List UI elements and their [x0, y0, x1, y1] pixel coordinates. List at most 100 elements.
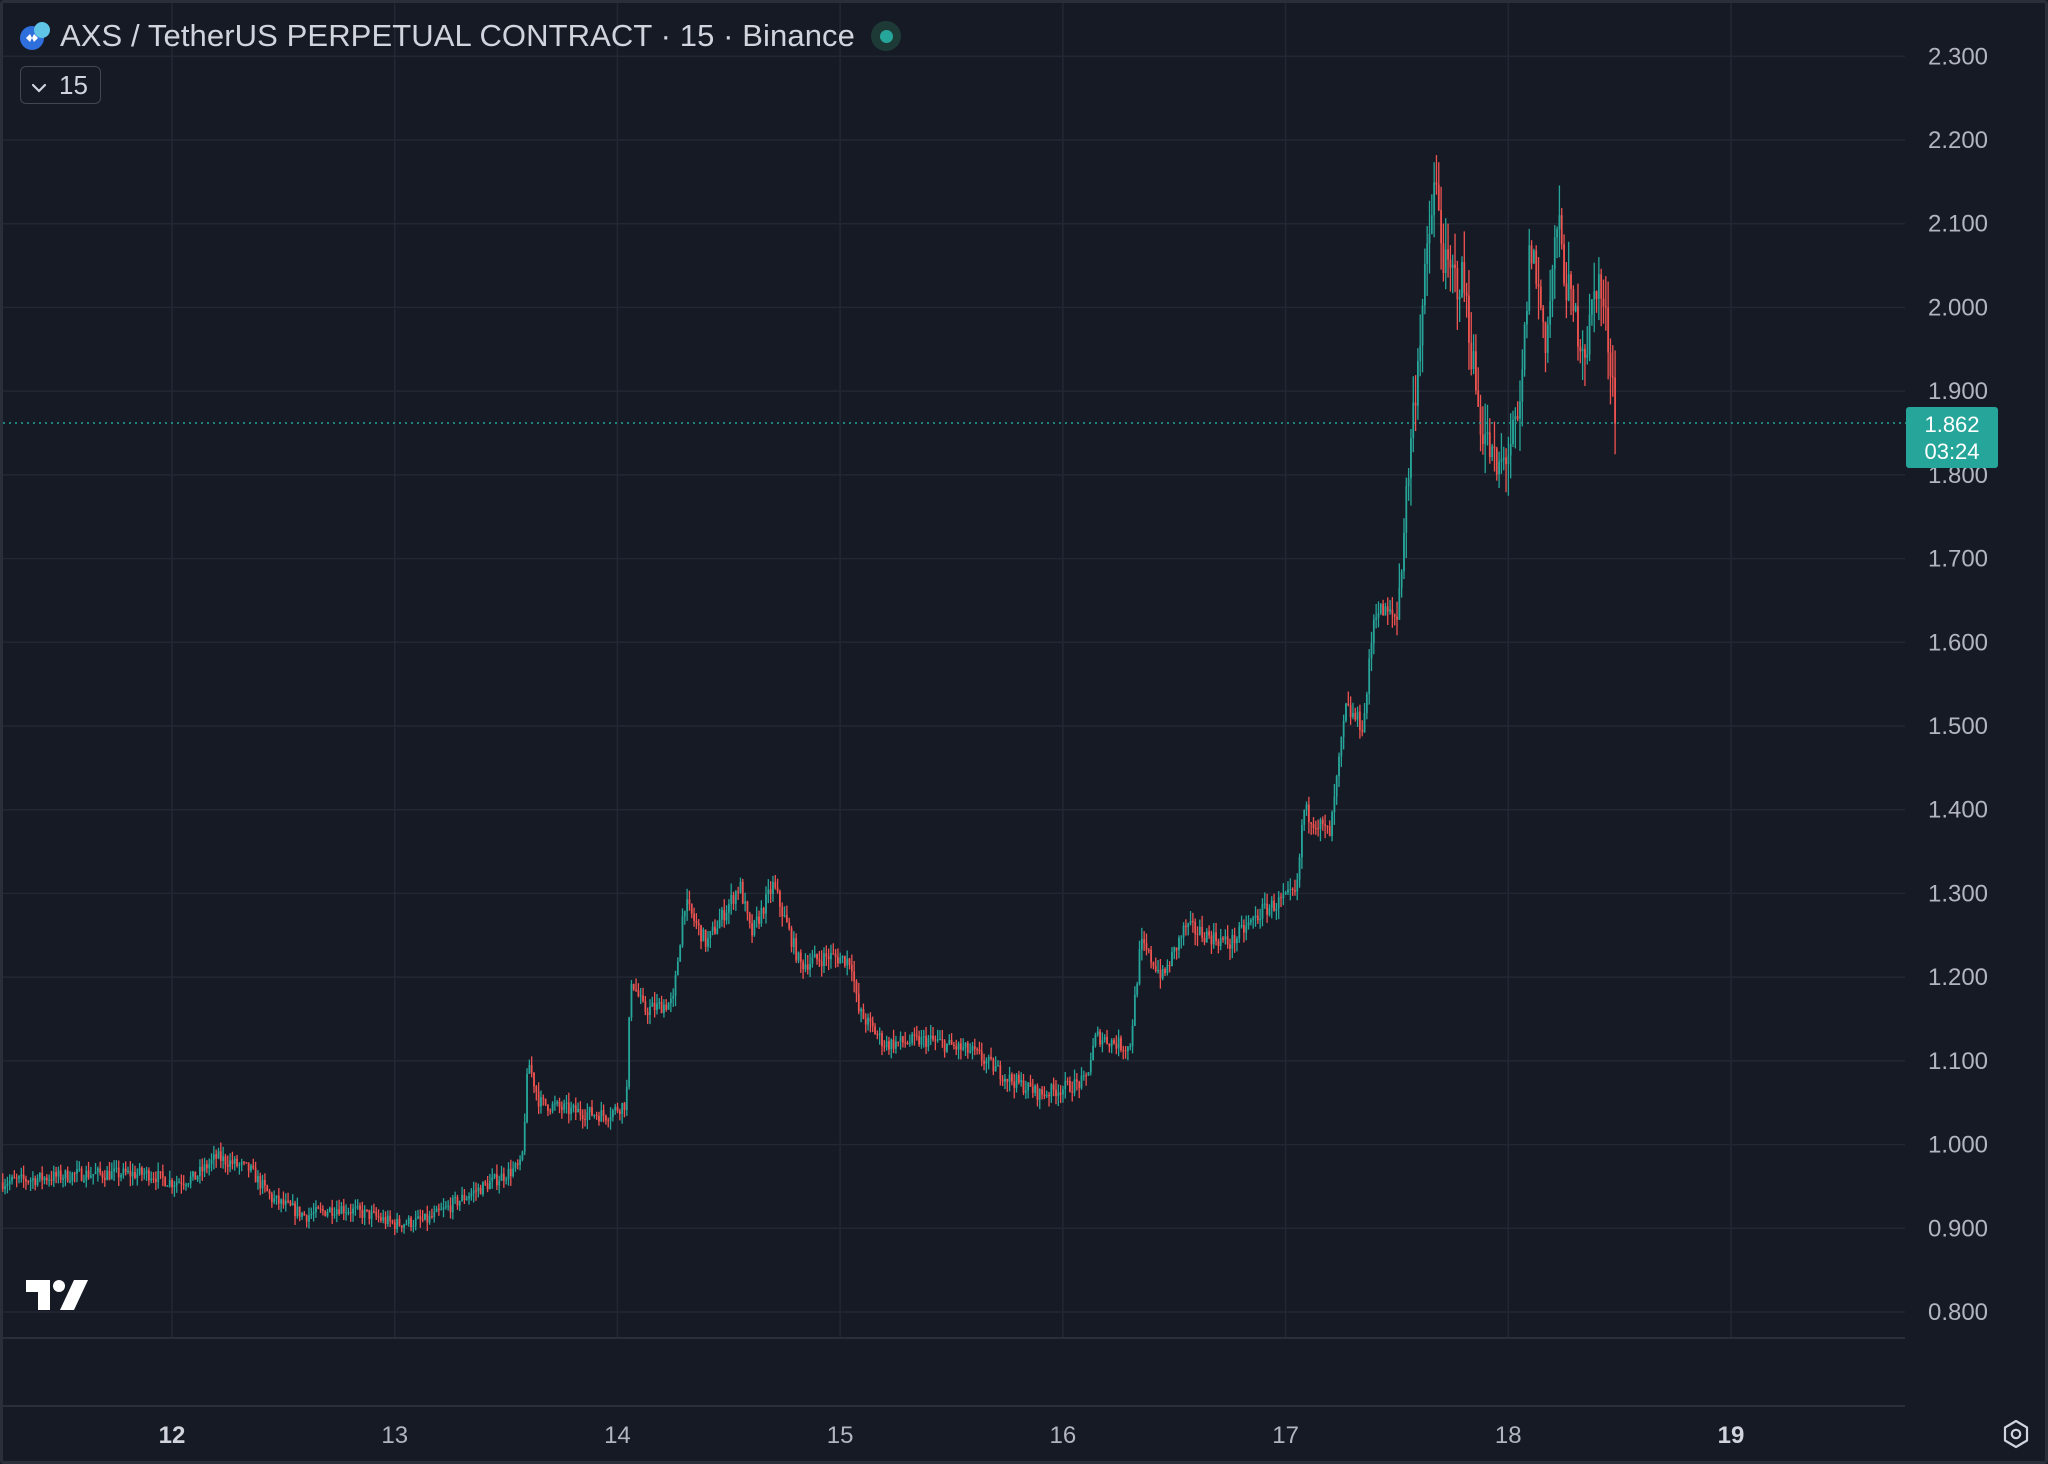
candle-body	[1312, 823, 1315, 829]
candle-body	[1435, 182, 1438, 185]
candle-body	[748, 913, 751, 924]
candle-body	[1307, 804, 1310, 823]
candle-body	[1189, 920, 1192, 924]
candle-body	[1247, 922, 1250, 926]
candle-body	[1287, 889, 1289, 893]
candle-body	[948, 1039, 951, 1044]
candle-body	[1298, 857, 1301, 880]
candle-body	[1069, 1080, 1071, 1092]
candle-body	[407, 1217, 410, 1224]
candle-body	[1031, 1086, 1034, 1093]
candle-body	[215, 1154, 218, 1159]
candle-body	[602, 1110, 605, 1116]
candle-body	[1034, 1085, 1037, 1093]
candle-body	[1024, 1090, 1027, 1093]
candle-body	[189, 1176, 192, 1184]
candle-body	[804, 964, 807, 970]
candle-body	[843, 956, 846, 966]
candle-body	[737, 891, 740, 893]
candle-body	[906, 1043, 909, 1045]
candle-body	[1326, 825, 1329, 827]
date-tick-label: 12	[159, 1422, 186, 1449]
candle-body	[1187, 923, 1190, 928]
candle-body	[208, 1164, 211, 1169]
candle-body	[489, 1181, 491, 1190]
candle-body	[222, 1156, 225, 1161]
candle-body	[1085, 1075, 1088, 1077]
candle-body	[744, 901, 747, 904]
candle-body	[681, 916, 684, 946]
candle-body	[1340, 736, 1343, 757]
candle-body	[558, 1101, 561, 1108]
date-tick-label: 14	[604, 1422, 631, 1449]
candle-body	[50, 1179, 53, 1181]
candle-body	[734, 891, 737, 904]
candle-body	[987, 1056, 990, 1061]
gear-icon[interactable]	[2000, 1418, 2032, 1455]
candle-body	[1352, 713, 1354, 718]
candle-body	[1284, 892, 1287, 895]
candle-body	[377, 1216, 380, 1218]
candle-body	[667, 1003, 670, 1010]
candle-body	[1004, 1078, 1006, 1082]
grid-lines	[3, 3, 1905, 1338]
candle-body	[579, 1108, 582, 1115]
candle-body	[1161, 968, 1164, 979]
candle-body	[1180, 937, 1183, 939]
candle-body	[1512, 419, 1514, 444]
candle-body	[1048, 1094, 1050, 1097]
candle-body	[1182, 925, 1185, 938]
candle-body	[1537, 284, 1540, 287]
candle-body	[542, 1097, 545, 1099]
candle-body	[992, 1058, 995, 1072]
candle-body	[1535, 250, 1538, 285]
candle-body	[13, 1176, 16, 1179]
price-tick-label: 1.000	[1928, 1132, 1988, 1159]
candle-body	[257, 1175, 259, 1183]
candle-body	[577, 1108, 579, 1113]
candle-body	[741, 881, 744, 904]
candle-body	[1428, 233, 1431, 244]
candle-body	[1423, 264, 1426, 306]
candle-body	[80, 1168, 83, 1181]
candle-body	[537, 1091, 540, 1107]
candle-body	[848, 958, 851, 965]
candle-body	[243, 1162, 245, 1164]
candle-body	[69, 1181, 71, 1183]
candle-body	[108, 1170, 111, 1180]
candle-body	[941, 1039, 944, 1041]
candle-body	[238, 1164, 241, 1166]
candle-body	[352, 1208, 354, 1214]
candle-body	[1377, 613, 1380, 618]
candle-body	[294, 1203, 296, 1217]
candle-body	[1089, 1060, 1092, 1073]
candle-body	[973, 1046, 976, 1049]
candle-body	[4, 1185, 6, 1190]
candle-body	[1106, 1037, 1108, 1044]
price-tick-label: 2.100	[1928, 211, 1988, 238]
candle-body	[1338, 756, 1340, 777]
candle-body	[361, 1209, 364, 1218]
candle-body	[788, 922, 791, 929]
interval-dropdown-button[interactable]: 15	[20, 66, 101, 104]
candle-body	[683, 911, 686, 917]
candle-body	[157, 1171, 160, 1182]
candle-body	[609, 1117, 612, 1121]
candle-body	[89, 1175, 92, 1178]
tradingview-logo-icon[interactable]	[26, 1278, 88, 1317]
candle-body	[1191, 920, 1194, 923]
candle-body	[270, 1193, 273, 1202]
candle-body	[997, 1065, 999, 1067]
candle-body	[312, 1212, 315, 1215]
candle-body	[528, 1065, 531, 1074]
candle-body	[1342, 720, 1345, 737]
candle-body	[1542, 307, 1545, 323]
candle-body	[127, 1170, 129, 1173]
candle-body	[319, 1208, 322, 1210]
candle-body	[1319, 819, 1322, 829]
candle-body	[1563, 244, 1565, 284]
price-tick-label: 1.600	[1928, 629, 1988, 656]
candle-body	[618, 1111, 621, 1114]
candle-body	[600, 1110, 603, 1122]
